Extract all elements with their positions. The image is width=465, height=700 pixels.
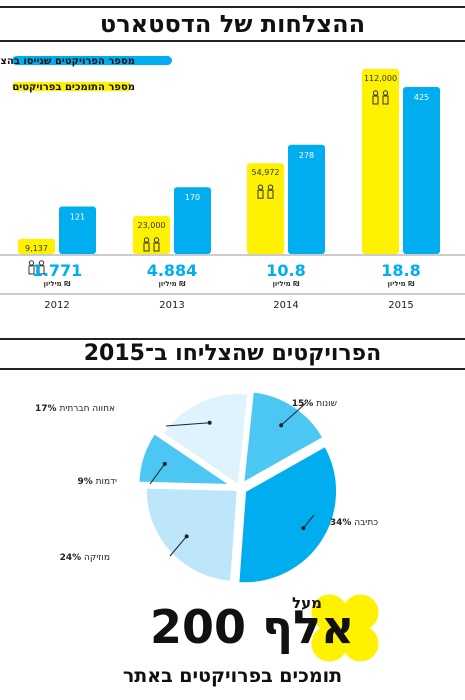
leader-dot: [184, 534, 189, 539]
projects-value: 278: [299, 151, 314, 160]
year-label: 2015: [388, 300, 413, 311]
flower-shape: [311, 594, 379, 662]
supporters-bar: [133, 216, 170, 254]
prefix-text: מעל: [292, 594, 322, 612]
pie-slice: [161, 392, 250, 488]
headline-value: 200: [150, 600, 247, 654]
supporters-bar: [18, 238, 55, 254]
leader-dot: [279, 423, 284, 428]
section-header-pie: הפרויקטים שהצליחו ב־2015: [0, 338, 465, 370]
amount-value: 4.884: [147, 261, 198, 280]
legend-projects-swatch: [12, 56, 172, 65]
leader-line: [165, 422, 210, 427]
headline-unit: אלף: [262, 600, 355, 654]
section-title: ההצלחות של הדסטארט: [99, 10, 366, 38]
supporters-bar: [362, 69, 399, 254]
year-label: 2012: [44, 300, 69, 311]
amount-unit: מיליון ₪: [43, 280, 71, 288]
legend-supporters-label: מספר התומכים בפרויקטים: [12, 82, 135, 93]
leader-dot: [301, 526, 306, 531]
leader-dot: [162, 461, 167, 466]
supporters-value: 54,972: [252, 168, 280, 177]
slice-label: שונות 15%: [292, 399, 337, 409]
slice-label: כתיבה 34%: [330, 518, 378, 528]
amount-value: 1.771: [32, 261, 83, 280]
supporters-bar: [247, 163, 284, 254]
amount-unit: מיליון ₪: [387, 280, 415, 288]
supporters-value: 23,000: [138, 221, 166, 230]
year-label: 2014: [273, 300, 298, 311]
amount-value: 10.8: [266, 261, 305, 280]
projects-bar: [59, 206, 96, 254]
people-icon: [257, 184, 274, 199]
projects-bar: [288, 144, 325, 254]
pie-slice: [137, 431, 234, 487]
people-icon: [28, 260, 45, 275]
leader-line: [169, 536, 188, 557]
people-icon: [372, 90, 389, 105]
legend-projects-label: מספר הפרויקטים שגייסו בהצלחה: [0, 56, 135, 67]
headline-number: אלף 200: [150, 604, 354, 650]
year-label: 2013: [159, 300, 184, 311]
legend-supporters-swatch: [12, 82, 132, 91]
supporters-value: 112,000: [364, 74, 397, 83]
supporters-value: 9,137: [25, 244, 48, 253]
leader-line: [149, 463, 166, 485]
projects-bar: [403, 87, 440, 254]
projects-value: 121: [70, 212, 85, 221]
slice-label: אחווה חברתית 17%: [35, 404, 115, 414]
pie-slice: [237, 444, 339, 585]
pie-slice: [242, 390, 325, 485]
pie-slice: [144, 486, 239, 583]
slice-label: ידמות 9%: [77, 477, 117, 487]
leader-line: [280, 402, 307, 426]
headline-subtitle: תומכים בפרויקטים באתר: [122, 665, 343, 687]
projects-value: 425: [414, 93, 429, 102]
slice-label: מוזיקה 24%: [60, 553, 110, 563]
people-icon: [143, 237, 160, 252]
leader-line: [302, 514, 315, 529]
pie-title: הפרויקטים שהצליחו ב־2015: [83, 341, 382, 366]
projects-bar: [174, 187, 211, 254]
amount-unit: מיליון ₪: [272, 280, 300, 288]
amount-unit: מיליון ₪: [158, 280, 186, 288]
leader-dot: [207, 420, 212, 425]
pie-chart: שונות 15% כתיבה 34% מוזיקה 24% ידמות 9% אחוו…: [35, 390, 378, 585]
projects-value: 170: [185, 193, 200, 202]
section-header: ההצלחות של הדסטארט: [0, 6, 465, 42]
amount-value: 18.8: [381, 261, 420, 280]
